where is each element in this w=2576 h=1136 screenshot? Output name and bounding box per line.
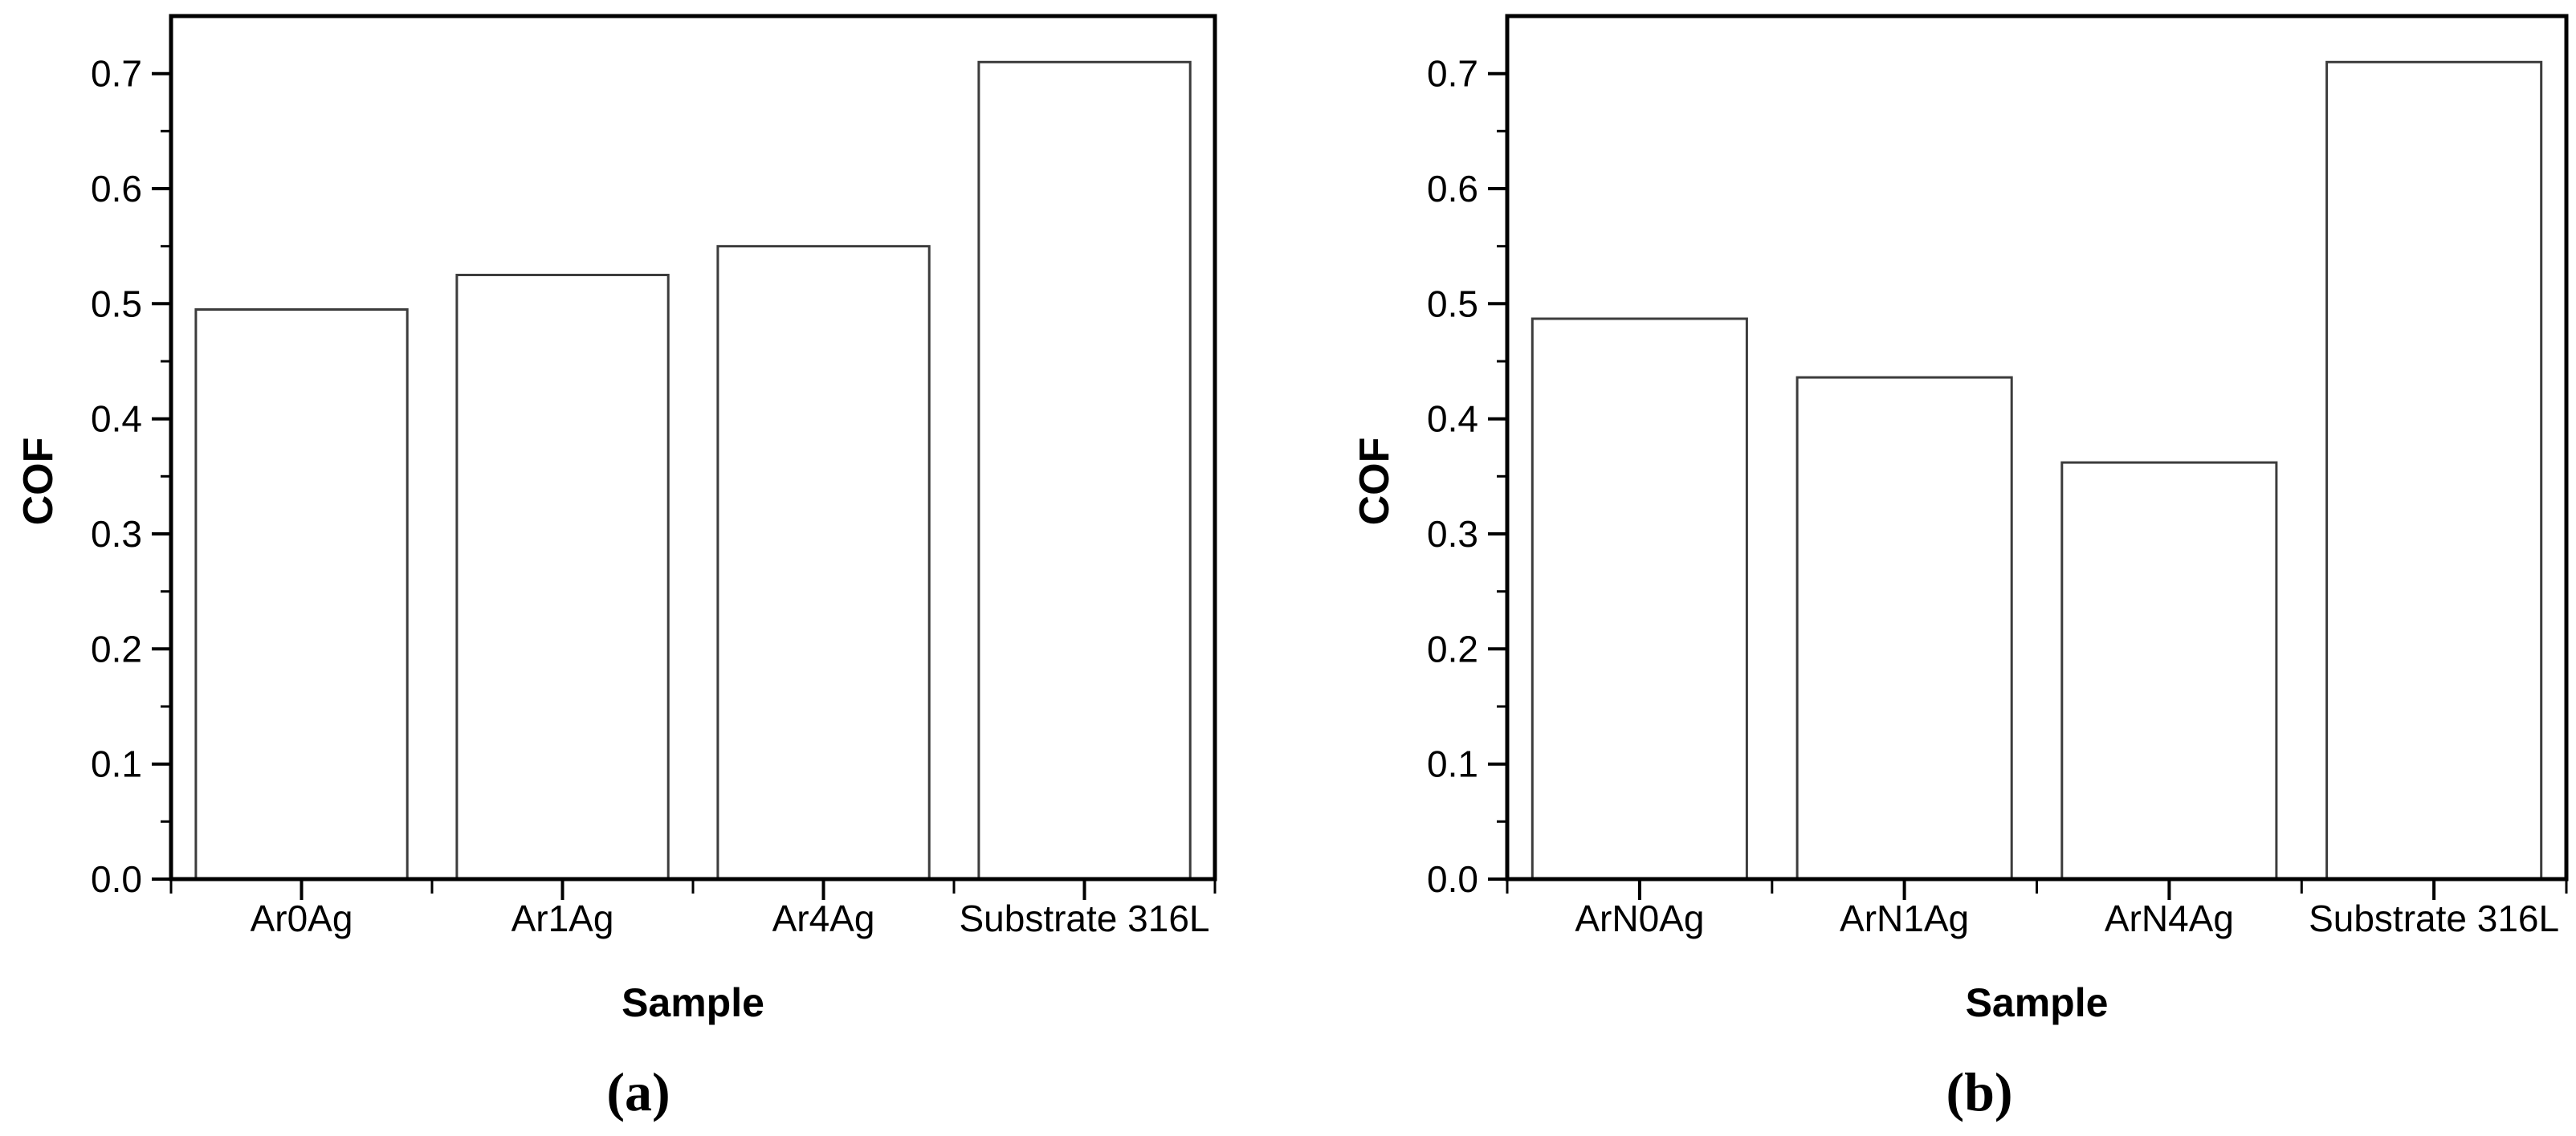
x-tick-label: ArN0Ag <box>1575 898 1704 939</box>
bar-substrate-316l <box>977 60 1192 881</box>
bar-chart-b: 0.0 0.1 0.2 0.3 0.4 0.5 0.6 0.7 ArN0Ag ArN1Ag ArN4… <box>1351 14 2569 1025</box>
x-tick-label: Substrate 316L <box>959 898 1209 939</box>
y-tick-label: 0.0 <box>1427 858 1478 900</box>
bar-substrate-316l <box>2325 60 2543 881</box>
y-tick-label: 0.4 <box>91 398 142 440</box>
y-tick-label: 0.6 <box>91 168 142 210</box>
y-tick-label: 0.3 <box>1427 513 1478 555</box>
x-axis-title: Sample <box>622 980 764 1025</box>
y-axis-title: COF <box>15 438 62 526</box>
y-tick-label: 0.3 <box>91 513 142 555</box>
y-tick-label: 0.5 <box>1427 283 1478 324</box>
x-tick-label: Ar0Ag <box>251 898 353 939</box>
x-tick-label: ArN4Ag <box>2105 898 2234 939</box>
bar-arn0ag <box>1531 317 1748 881</box>
y-tick-label: 0.0 <box>91 858 142 900</box>
panel-caption-a: (a) <box>606 1061 670 1122</box>
panel-b: 0.0 0.1 0.2 0.3 0.4 0.5 0.6 0.7 ArN0Ag ArN1Ag ArN4… <box>1288 0 2576 1136</box>
y-tick-label: 0.1 <box>1427 743 1478 785</box>
x-tick-label: ArN1Ag <box>1840 898 1969 939</box>
x-tick-label: Substrate 316L <box>2309 898 2559 939</box>
y-axis-title: COF <box>1351 438 1398 526</box>
y-tick-label: 0.6 <box>1427 168 1478 210</box>
x-tick-label: Ar4Ag <box>772 898 875 939</box>
y-tick-label: 0.2 <box>1427 628 1478 670</box>
bar-arn4ag <box>2060 461 2278 881</box>
bar-ar1ag <box>455 274 670 881</box>
x-axis-title: Sample <box>1966 980 2109 1025</box>
bar-arn1ag <box>1795 376 2013 881</box>
y-tick-label: 0.2 <box>91 628 142 670</box>
bar-ar0ag <box>194 308 409 881</box>
y-tick-label: 0.7 <box>91 53 142 95</box>
bar-ar4ag <box>716 245 931 881</box>
y-tick-label: 0.1 <box>91 743 142 785</box>
panel-caption-b: (b) <box>1946 1061 2013 1122</box>
x-tick-label: Ar1Ag <box>512 898 614 939</box>
y-tick-label: 0.7 <box>1427 53 1478 95</box>
y-tick-label: 0.4 <box>1427 398 1478 440</box>
y-tick-label: 0.5 <box>91 283 142 324</box>
panel-a: 0.0 0.1 0.2 0.3 0.4 0.5 0.6 0.7 Ar0Ag Ar1Ag Ar4Ag S… <box>15 14 1217 1122</box>
